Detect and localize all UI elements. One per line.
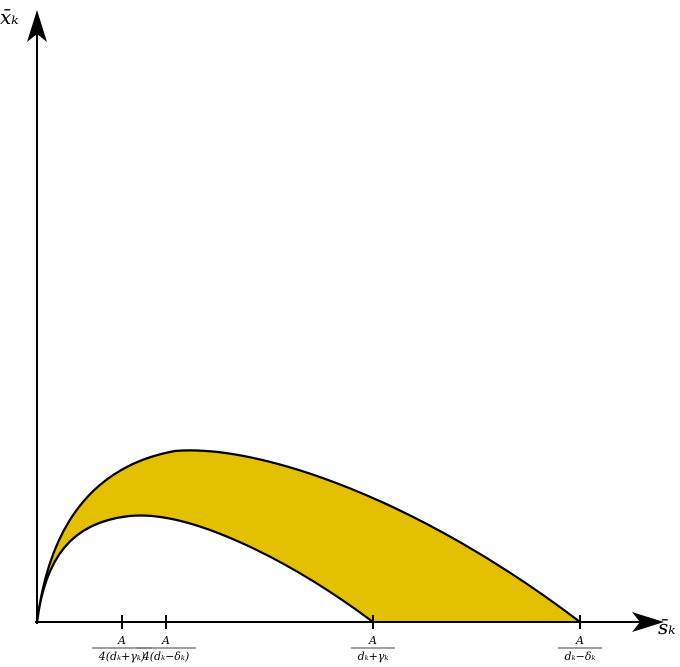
tick-numerator: A xyxy=(117,634,126,647)
x-axis-label: s̄ₖ xyxy=(658,615,676,639)
tick-denominator: 4(dₖ+γₖ) xyxy=(98,650,145,663)
feasible-region xyxy=(37,450,580,622)
tick-denominator: 4(dₖ−δₖ) xyxy=(142,650,190,663)
tick-numerator: A xyxy=(161,634,170,647)
y-arrow xyxy=(27,10,47,42)
lower-curve xyxy=(35,514,374,623)
tick-numerator: A xyxy=(575,634,584,647)
tick-denominator: dₖ−δₖ xyxy=(565,650,596,663)
y-axis-label: x̄ₖ xyxy=(0,5,19,29)
upper-curve xyxy=(35,449,581,623)
x-arrow xyxy=(632,612,664,632)
tick-denominator: dₖ+γₖ xyxy=(358,650,389,663)
tick-numerator: A xyxy=(368,634,377,647)
ticks: A 4(dₖ+γₖ) A 4(dₖ−δₖ) Adₖ+γₖ Adₖ−δₖ xyxy=(92,615,602,663)
